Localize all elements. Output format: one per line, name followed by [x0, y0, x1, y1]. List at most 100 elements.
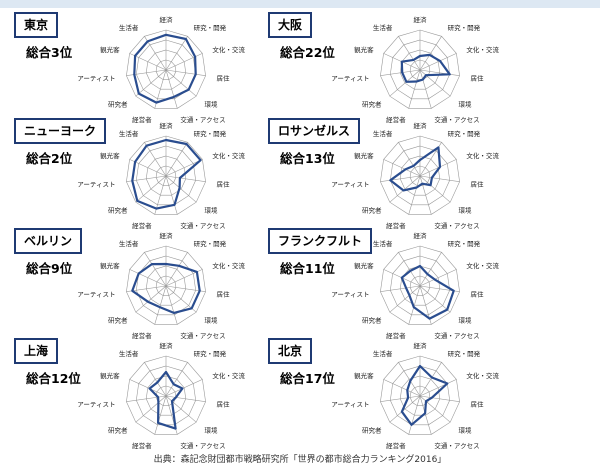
data-point — [165, 371, 167, 373]
data-point — [402, 189, 405, 192]
grid-ring — [135, 145, 197, 206]
data-point — [146, 40, 149, 43]
axis-spoke — [389, 395, 421, 423]
data-point — [452, 289, 455, 292]
data-point — [155, 207, 158, 210]
data-point — [429, 184, 432, 187]
axis-label: 生活者 — [119, 239, 139, 248]
radar-panel-frankfurt: 経済 研究・開発 文化・交流 居住 環境 交通・アクセス 経営者 研究者 アーティスト 観光客 生活… — [268, 228, 558, 340]
data-point — [431, 376, 433, 379]
axis-label: 文化・交流 — [212, 261, 245, 270]
axis-spoke — [135, 395, 167, 423]
data-point — [405, 80, 408, 83]
data-point — [431, 176, 433, 179]
grid-ring — [155, 165, 177, 186]
axis-label: 研究・開発 — [194, 349, 227, 358]
grid-ring — [145, 155, 187, 196]
data-point — [157, 396, 160, 398]
grid-ring — [126, 245, 206, 325]
axis-label: 経営者 — [386, 441, 406, 450]
data-point — [171, 400, 173, 403]
grid-ring — [155, 59, 177, 80]
axis-label: 経営者 — [386, 115, 406, 124]
axis-spoke — [398, 252, 421, 287]
axis-spoke — [419, 175, 432, 215]
axis-spoke — [165, 175, 197, 203]
axis-spoke — [389, 69, 421, 97]
axis-spoke — [380, 395, 421, 402]
axis-label: 文化・交流 — [212, 45, 245, 54]
axis-spoke — [165, 285, 178, 325]
axis-label: 研究者 — [362, 425, 382, 434]
data-point — [425, 400, 427, 403]
axis-label: 文化・交流 — [212, 151, 245, 160]
data-point — [400, 276, 403, 279]
radar-panel-beijing: 経済 研究・開発 文化・交流 居住 環境 交通・アクセス 経営者 研究者 アーティスト 観光客 生活… — [268, 338, 558, 450]
data-point — [137, 272, 140, 275]
data-point — [412, 165, 415, 167]
axis-label: 交通・アクセス — [434, 115, 479, 124]
axis-spoke — [408, 175, 421, 215]
data-point — [428, 317, 431, 320]
data-point — [401, 71, 404, 74]
axis-label: 文化・交流 — [466, 261, 499, 270]
axis-label: 環境 — [205, 99, 219, 108]
axis-label: 経済 — [414, 341, 428, 350]
grid-ring — [145, 265, 187, 306]
axis-spoke — [165, 252, 188, 287]
axis-label: 環境 — [459, 99, 473, 108]
overall-rank: 総合13位 — [280, 151, 335, 166]
axis-label: 経営者 — [132, 331, 152, 340]
axis-label: 観光客 — [354, 261, 374, 270]
data-point — [181, 387, 184, 390]
axis-label: 居住 — [217, 399, 231, 408]
data-point — [131, 179, 134, 182]
axis-label: 研究者 — [362, 315, 382, 324]
data-series-line — [400, 264, 455, 320]
axis-spoke — [165, 395, 206, 402]
data-point — [419, 365, 421, 367]
axis-spoke — [408, 69, 421, 109]
axis-label: 居住 — [471, 73, 485, 82]
axis-label: アーティスト — [331, 290, 369, 298]
axis-label: 研究者 — [108, 315, 128, 324]
axis-spoke — [129, 269, 167, 287]
grid-ring — [409, 275, 431, 296]
data-point — [412, 306, 415, 308]
data-point — [147, 300, 149, 303]
axis-label: 研究者 — [362, 205, 382, 214]
axis-spoke — [135, 69, 167, 97]
data-point — [415, 186, 418, 189]
overall-rank: 総合22位 — [280, 45, 335, 60]
data-point — [405, 287, 407, 289]
axis-spoke — [419, 36, 442, 71]
axis-label: 交通・アクセス — [434, 331, 479, 340]
data-point — [157, 401, 160, 404]
data-point — [415, 80, 418, 83]
axis-label: 観光客 — [100, 261, 120, 270]
grid-ring — [126, 355, 206, 435]
axis-spoke — [419, 285, 451, 313]
data-series-line — [148, 370, 184, 430]
axis-spoke — [144, 362, 167, 397]
axis-label: 研究・開発 — [194, 23, 227, 32]
radar-panel-shanghai: 経済 研究・開発 文化・交流 居住 環境 交通・アクセス 経営者 研究者 アーティスト 観光客 生活… — [14, 338, 304, 450]
data-point — [428, 54, 431, 56]
data-point — [409, 270, 412, 272]
axis-label: 生活者 — [119, 129, 139, 138]
axis-label: アーティスト — [77, 180, 115, 188]
axis-spoke — [419, 69, 432, 109]
data-series-line — [133, 33, 197, 104]
axis-label: 文化・交流 — [212, 371, 245, 380]
axis-label: 環境 — [205, 205, 219, 214]
axis-spoke — [154, 285, 167, 325]
data-point — [185, 143, 188, 145]
axis-spoke — [165, 69, 206, 76]
axis-label: 観光客 — [354, 45, 374, 54]
axis-label: 経済 — [160, 121, 174, 130]
data-point — [406, 389, 409, 392]
